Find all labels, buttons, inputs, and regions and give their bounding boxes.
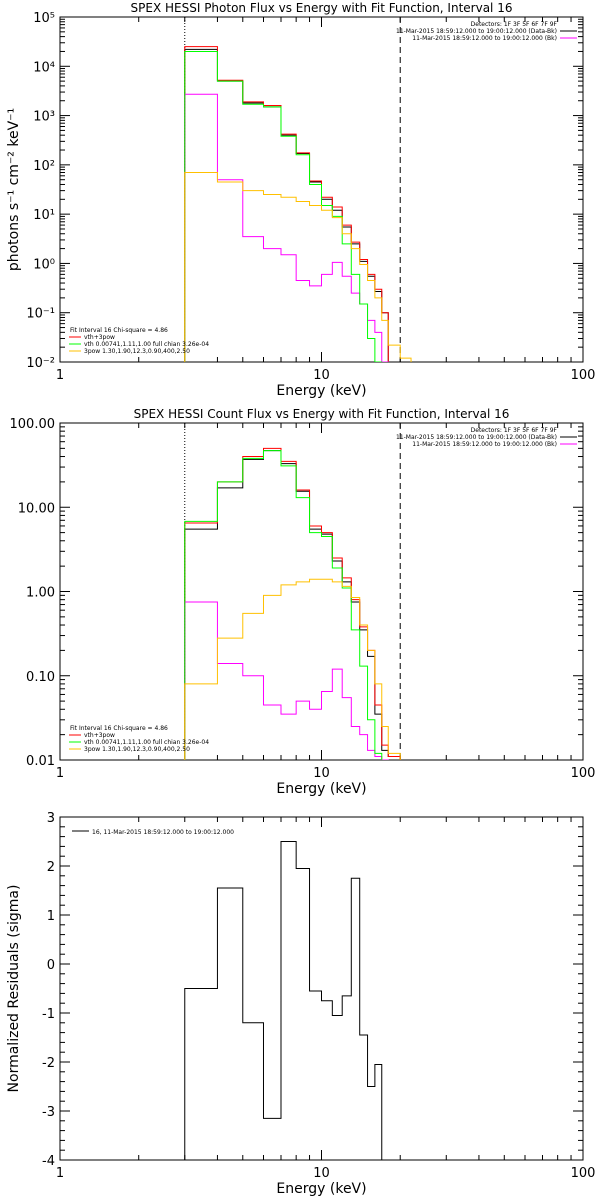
plot-frame	[59, 816, 584, 1161]
y-tick-label: -1	[42, 1007, 55, 1022]
y-tick-label: 10⁴	[33, 60, 55, 75]
x-axis-label: Energy (keV)	[276, 383, 366, 399]
series-line-3	[184, 50, 383, 362]
legend-entry: vth 0.00741,1.11,1.00 full chian 3.26e-0…	[84, 341, 209, 348]
chart-title: SPEX HESSI Count Flux vs Energy with Fit…	[134, 407, 510, 421]
series-line-4	[184, 171, 412, 362]
y-tick-label: 10.00	[18, 501, 55, 516]
x-tick-label: 1	[56, 368, 64, 383]
chart-title: SPEX HESSI Photon Flux vs Energy with Fi…	[131, 1, 513, 15]
series-group	[184, 447, 401, 760]
x-axis-label: Energy (keV)	[276, 781, 366, 797]
legend-entry: vth+3pow	[84, 334, 115, 341]
y-tick-label: 0.01	[26, 754, 55, 769]
series-line-0	[184, 841, 383, 1160]
legend-entry: 16, 11-Mar-2015 18:59:12.000 to 19:00:12…	[92, 829, 234, 836]
y-tick-label: 10⁻²	[26, 356, 55, 371]
x-tick-label: 1	[56, 766, 64, 781]
y-tick-label: 2	[47, 860, 55, 875]
x-tick-label: 100	[571, 368, 596, 383]
y-axis-label: Normalized Residuals (sigma)	[6, 885, 22, 1093]
legend-entry: Fit Interval 16 Chi-square = 4.86	[70, 725, 168, 732]
y-tick-label: 0.10	[26, 670, 55, 685]
series-line-0	[184, 48, 389, 362]
y-tick-label: -4	[42, 1154, 55, 1169]
header-line: Detectors: 1F 3F 5F 6F 7F 9F	[471, 21, 558, 28]
series-line-4	[184, 578, 401, 760]
header-line: 11-Mar-2015 18:59:12.000 to 19:00:12.000…	[412, 35, 557, 42]
header-line: 11-Mar-2015 18:59:12.000 to 19:00:12.000…	[412, 441, 557, 448]
x-tick-label: 100	[571, 766, 596, 781]
y-tick-label: 1	[47, 909, 55, 924]
x-tick-label: 10	[313, 1166, 330, 1181]
header-line: 11-Mar-2015 18:59:12.000 to 19:00:12.000…	[396, 434, 557, 441]
legend-entry: Fit Interval 16 Chi-square = 4.86	[70, 327, 168, 334]
y-axis-label: photons s⁻¹ cm⁻² keV⁻¹	[6, 108, 22, 271]
y-tick-label: 10⁻¹	[26, 307, 55, 322]
y-tick-label: 1.00	[26, 586, 55, 601]
y-tick-label: -3	[42, 1105, 55, 1120]
y-tick-label: 10⁵	[33, 11, 55, 26]
legend-entry: vth+3pow	[84, 732, 115, 739]
series-line-1	[184, 46, 389, 362]
legend-entry: 3pow 1.30,1.90,12.3,0.90,400,2.50	[84, 746, 190, 753]
legend-entry: vth 0.00741,1.11,1.00 full chian 3.26e-0…	[84, 739, 209, 746]
y-tick-label: 10⁰	[33, 257, 55, 272]
series-group	[184, 841, 383, 1160]
x-axis-label: Energy (keV)	[276, 1181, 366, 1197]
header-line: 11-Mar-2015 18:59:12.000 to 19:00:12.000…	[396, 28, 557, 35]
y-tick-label: 0	[47, 958, 55, 973]
y-tick-label: 10³	[33, 110, 55, 125]
y-tick-label: -2	[42, 1056, 55, 1071]
x-tick-label: 100	[571, 1166, 596, 1181]
y-tick-label: 100.00	[10, 417, 56, 432]
series-line-3	[184, 450, 383, 760]
series-line-2	[184, 601, 389, 760]
series-group	[184, 46, 412, 362]
y-tick-label: 3	[47, 811, 55, 826]
legend-entry: 3pow 1.30,1.90,12.3,0.90,400,2.50	[84, 348, 190, 355]
y-tick-label: 10¹	[33, 208, 55, 223]
x-tick-label: 10	[313, 766, 330, 781]
header-line: Detectors: 1F 3F 5F 6F 7F 9F	[471, 427, 558, 434]
series-line-2	[184, 93, 389, 362]
y-tick-label: 10²	[33, 159, 55, 174]
x-tick-label: 10	[313, 368, 330, 383]
x-tick-label: 1	[56, 1166, 64, 1181]
